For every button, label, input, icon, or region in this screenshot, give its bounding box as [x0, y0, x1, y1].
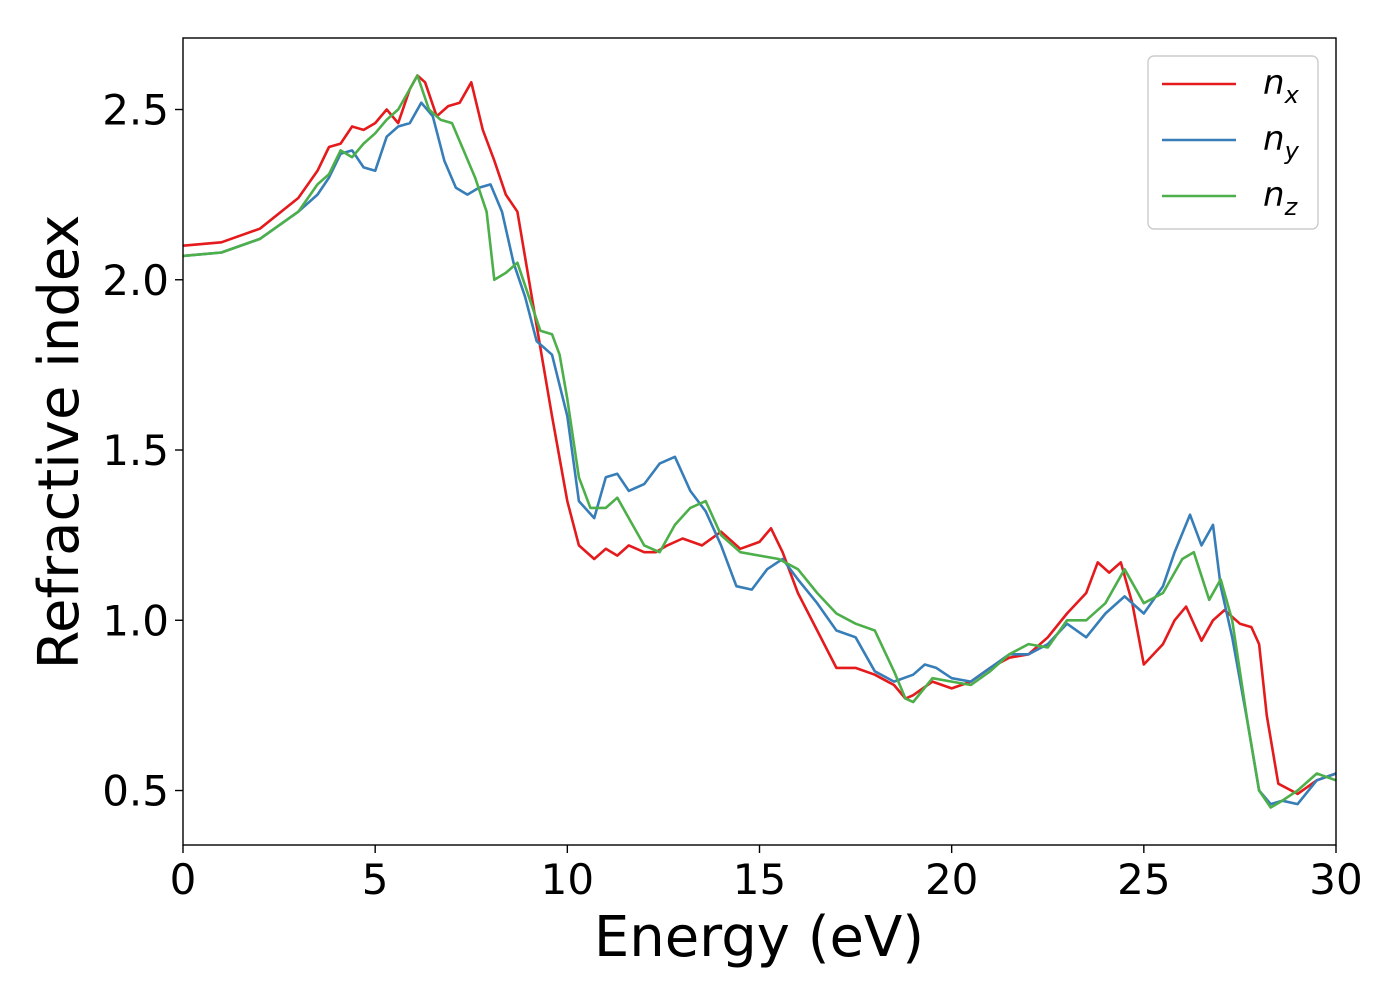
x-axis: 0 5 10 15 20 25 30	[170, 845, 1363, 904]
series-line-ny	[182, 101, 1337, 806]
series-line-nz	[182, 74, 1337, 809]
x-tick-label: 15	[733, 855, 786, 904]
legend-label-nx: nx	[1263, 63, 1300, 109]
x-tick-label: 0	[170, 855, 197, 904]
y-axis: 0.5 1.0 1.5 2.0 2.5	[102, 86, 183, 816]
x-tick-label: 30	[1309, 855, 1362, 904]
legend-box	[1147, 55, 1319, 230]
y-tick-label: 1.5	[102, 426, 169, 475]
x-axis-title: Energy (eV)	[594, 905, 924, 970]
y-tick-label: 2.0	[102, 256, 169, 305]
x-tick-label: 10	[541, 855, 594, 904]
y-axis-title: Refractive index	[27, 215, 92, 670]
y-tick-label: 1.0	[102, 596, 169, 645]
y-tick-label: 2.5	[102, 86, 169, 135]
x-tick-label: 5	[362, 855, 389, 904]
x-tick-label: 20	[925, 855, 978, 904]
legend-label-ny: ny	[1263, 119, 1300, 165]
x-tick-label: 25	[1117, 855, 1170, 904]
series-layer	[182, 74, 1337, 809]
y-tick-label: 0.5	[102, 767, 169, 816]
